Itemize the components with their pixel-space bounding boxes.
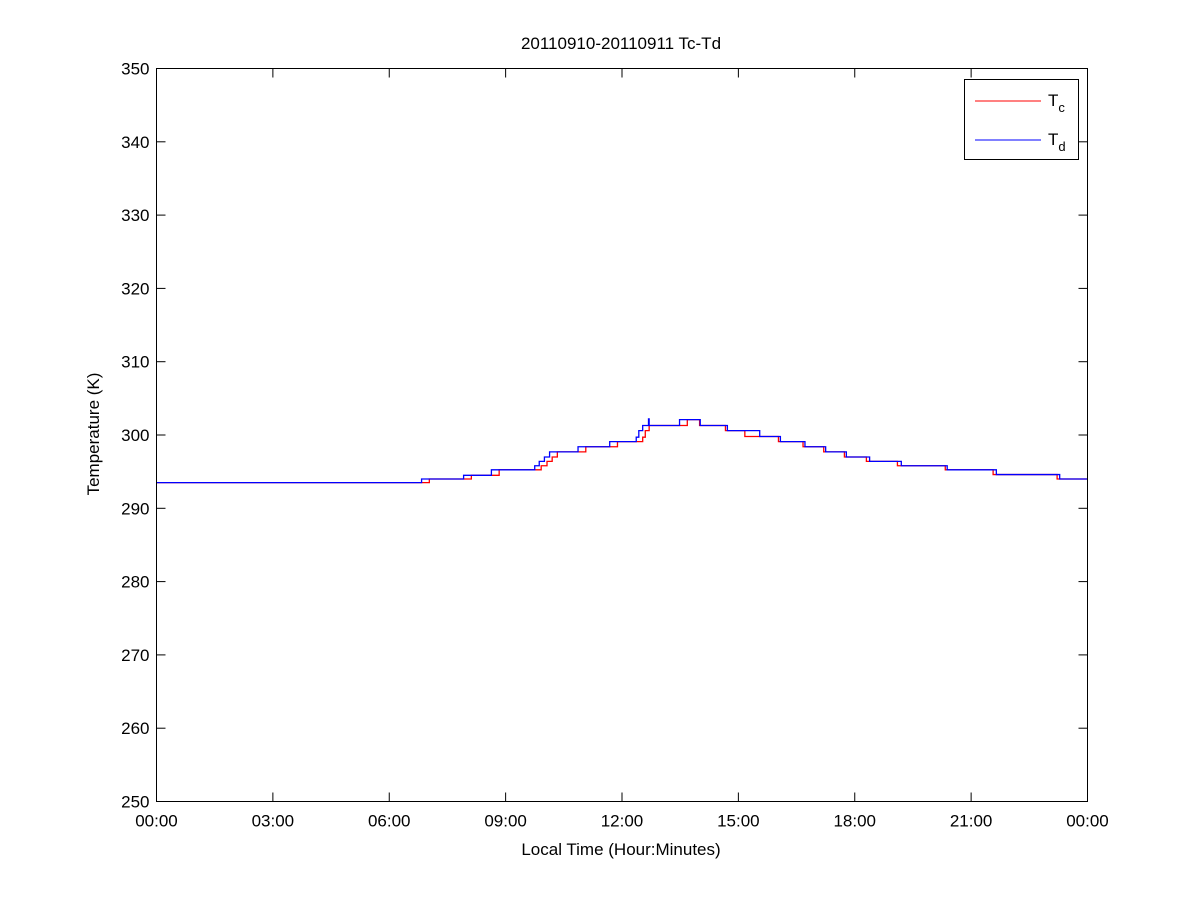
y-tick-label: 310 (121, 353, 149, 372)
y-tick-label: 250 (121, 793, 149, 812)
plot-area-frame (156, 68, 1088, 802)
y-tick-label: 300 (121, 426, 149, 445)
x-tick-label: 00:00 (135, 812, 178, 831)
legend-label-td: Td (1048, 130, 1066, 154)
x-tick-label: 18:00 (833, 812, 876, 831)
series-line-tc (156, 418, 1088, 484)
x-tick-label: 15:00 (717, 812, 760, 831)
y-tick-label: 270 (121, 646, 149, 665)
x-tick-label: 06:00 (368, 812, 411, 831)
x-tick-label: 21:00 (950, 812, 993, 831)
y-axis-label: Temperature (K) (84, 373, 103, 496)
series-line-td (156, 418, 1088, 484)
y-tick-label: 260 (121, 719, 149, 738)
series-layer (156, 418, 1088, 484)
chart-title: 20110910-20110911 Tc-Td (521, 34, 721, 53)
legend-label-tc: Tc (1048, 91, 1065, 115)
x-tick-label: 03:00 (252, 812, 295, 831)
y-tick-label: 330 (121, 206, 149, 225)
x-tick-label: 00:00 (1066, 812, 1109, 831)
y-tick-label: 280 (121, 573, 149, 592)
ticks-layer: 250 260 270 280 290 300 310 320 330 340 350 00:00 03… (121, 60, 1109, 831)
y-tick-label: 350 (121, 60, 149, 79)
legend-box (964, 79, 1079, 160)
x-tick-label: 09:00 (484, 812, 527, 831)
y-tick-label: 290 (121, 499, 149, 518)
y-tick-label: 320 (121, 279, 149, 298)
y-tick-label: 340 (121, 133, 149, 152)
x-axis-label: Local Time (Hour:Minutes) (521, 840, 720, 859)
legend: Tc Td (964, 79, 1079, 160)
x-tick-label: 12:00 (601, 812, 644, 831)
